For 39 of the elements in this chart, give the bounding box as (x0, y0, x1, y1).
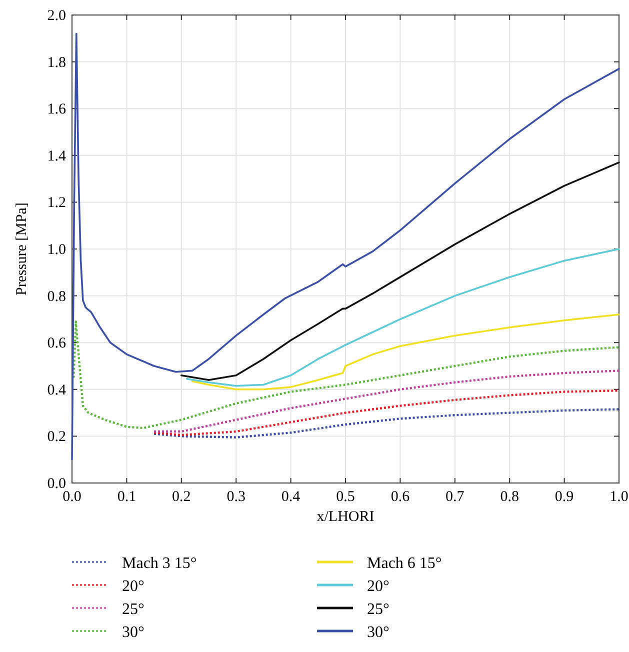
y-tick-label: 0.2 (47, 429, 66, 446)
legend-label: 25° (122, 601, 144, 618)
x-tick-label: 0.3 (226, 489, 246, 505)
legend-label: 20° (122, 578, 144, 595)
x-tick-label: 0.9 (554, 489, 574, 505)
legend-label: 30° (367, 624, 390, 641)
x-tick-label: 1.0 (610, 489, 628, 505)
legend-label: Mach 3 15° (122, 555, 197, 572)
line-series (180, 162, 620, 381)
x-tick-label: 0.8 (500, 489, 519, 505)
legend-label: 30° (122, 624, 144, 641)
line-series (152, 408, 620, 438)
y-tick-label: 0.0 (47, 476, 66, 492)
x-tick-label: 0.6 (390, 489, 410, 505)
x-tick-label: 0.7 (446, 489, 465, 505)
y-tick-label: 2.0 (47, 8, 66, 24)
y-tick-label: 1.2 (47, 195, 66, 212)
x-tick-label: 0.5 (336, 489, 355, 505)
x-tick-label: 0.1 (117, 489, 136, 505)
line-series (186, 248, 620, 387)
line-series (152, 370, 620, 433)
x-tick-label: 0.0 (62, 489, 82, 505)
y-tick-label: 1.8 (47, 54, 66, 71)
line-series (191, 314, 620, 390)
y-tick-label: 1.4 (47, 148, 66, 164)
x-tick-label: 0.4 (281, 489, 301, 505)
legend-label: 25° (367, 601, 390, 618)
x-tick-label: 0.2 (172, 489, 191, 505)
line-series (72, 320, 620, 430)
line-series (71, 32, 620, 460)
legend-label: Mach 6 15° (367, 555, 442, 572)
y-tick-label: 1.6 (47, 102, 66, 118)
y-tick-label: 1.0 (47, 242, 66, 258)
y-axis-title: Pressure [MPa] (14, 202, 30, 296)
legend-label: 20° (367, 578, 390, 595)
y-tick-label: 0.8 (47, 288, 66, 305)
y-tick-label: 0.6 (47, 336, 66, 352)
y-tick-label: 0.4 (47, 382, 66, 398)
x-axis-title: x/LHORI (316, 509, 374, 525)
